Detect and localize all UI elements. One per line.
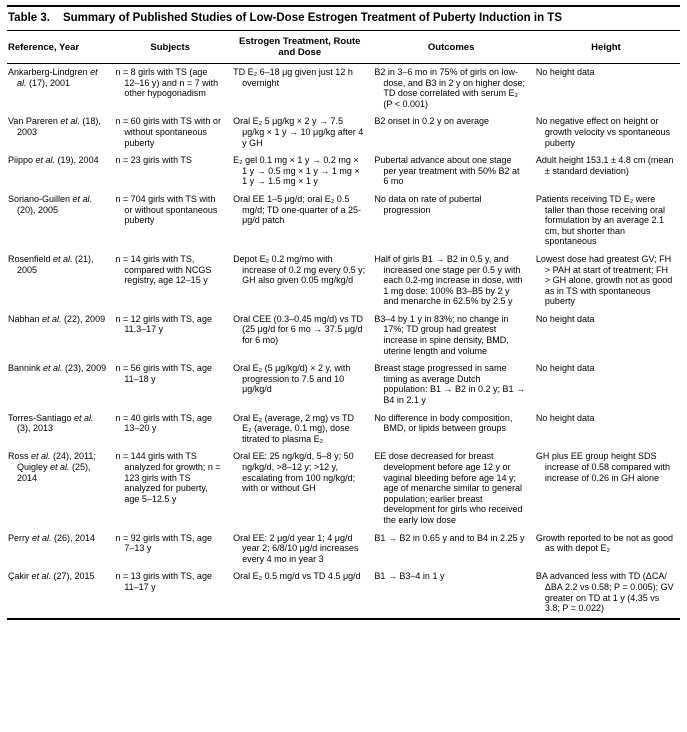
table-row: Soriano-Guillen et al. (20), 2005 n = 704… <box>7 191 680 251</box>
reference-cell: Rosenfield et al. (21), 2005 <box>8 253 94 275</box>
table-caption: Table 3. Summary of Published Studies of … <box>7 7 680 31</box>
outcomes-cell: B3–4 by 1 y in 83%; no change in 17%; TD… <box>374 313 509 356</box>
height-cell: No height data <box>535 67 595 77</box>
height-cell: No height data <box>535 363 595 374</box>
subjects-cell: n = 56 girls with TS, age 11–18 y <box>115 363 212 384</box>
subjects-cell: n = 704 girls with TS with or without sp… <box>115 193 218 226</box>
outcomes-cell: Breast stage progressed in same timing a… <box>374 363 525 406</box>
table-number: Table 3. <box>8 12 50 24</box>
column-header-reference-year: Reference, Year <box>7 31 112 64</box>
treatment-cell: Oral EE: 25 ng/kg/d, 5–8 y; 50 ng/kg/d, … <box>233 451 356 494</box>
table-row: Bannink et al. (23), 2009 n = 56 girls wi… <box>7 360 680 409</box>
table-title: Summary of Published Studies of Low-Dose… <box>62 12 562 24</box>
subjects-cell: n = 13 girls with TS, age 11–17 y <box>115 571 212 592</box>
height-cell: Growth reported to be not as good as wit… <box>535 532 674 554</box>
column-header-estrogen-treatment: Estrogen Treatment, Route and Dose <box>229 31 371 64</box>
treatment-cell: TD E₂ 6–18 μg given just 12 h overnight <box>233 67 353 88</box>
outcomes-cell: Half of girls B1 → B2 in 0.5 y, and incr… <box>374 253 523 307</box>
table-body: Ankarberg-Lindgren et al. (17), 2001 n = … <box>7 64 680 618</box>
reference-cell: Çakir et al. (27), 2015 <box>8 571 95 582</box>
subjects-cell: n = 60 girls with TS with or without spo… <box>115 116 221 148</box>
subjects-cell: n = 92 girls with TS, age 7–13 y <box>115 532 212 554</box>
column-header-subjects: Subjects <box>111 31 230 64</box>
outcomes-cell: B1 → B3–4 in 1 y <box>374 571 445 582</box>
table-row: Nabhan et al. (22), 2009 n = 12 girls wit… <box>7 311 680 360</box>
reference-cell: Piippo et al. (19), 2004 <box>8 155 99 166</box>
treatment-cell: Oral CEE (0.3–0.45 mg/d) vs TD (25 μg/d … <box>233 313 363 346</box>
outcomes-cell: B2 onset in 0.2 y on average <box>374 116 489 127</box>
studies-table: Reference, Year Subjects Estrogen Treatm… <box>7 31 680 618</box>
subjects-cell: n = 40 girls with TS, age 13–20 y <box>115 412 212 434</box>
height-cell: Adult height 153.1 ± 4.8 cm (mean ± stan… <box>535 155 674 176</box>
table-row: Piippo et al. (19), 2004 n = 23 girls wit… <box>7 152 680 191</box>
outcomes-cell: No data on rate of pubertal progression <box>374 193 482 215</box>
table-row: Torres-Santiago et al. (3), 2013 n = 40 g… <box>7 410 680 449</box>
table-row: Perry et al. (26), 2014 n = 92 girls with… <box>7 530 680 569</box>
outcomes-cell: B1 → B2 in 0.65 y and to B4 in 2.25 y <box>374 532 525 543</box>
reference-cell: Perry et al. (26), 2014 <box>8 532 96 543</box>
column-header-outcomes: Outcomes <box>370 31 532 64</box>
reference-cell: Torres-Santiago et al. (3), 2013 <box>8 412 94 434</box>
subjects-cell: n = 14 girls with TS, compared with NCGS… <box>115 253 212 286</box>
treatment-cell: E₂ gel 0.1 mg × 1 y → 0.2 mg × 1 y → 0.5… <box>233 155 360 187</box>
height-cell: No negative effect on height or growth v… <box>535 116 670 148</box>
treatment-cell: Oral E₂ 0.5 mg/d vs TD 4.5 μg/d <box>233 571 361 582</box>
treatment-cell: Depot E₂ 0.2 mg/mo with increase of 0.2 … <box>233 253 366 286</box>
subjects-cell: n = 8 girls with TS (age 12–16 y) and n … <box>115 67 219 99</box>
table-row: Ross et al. (24), 2011; Quigley et al. (… <box>7 448 680 529</box>
reference-cell: Bannink et al. (23), 2009 <box>8 363 107 374</box>
treatment-cell: Oral E₂ (average, 2 mg) vs TD E₂ (averag… <box>233 412 354 444</box>
table-row: Van Pareren et al. (18), 2003 n = 60 girl… <box>7 113 680 152</box>
outcomes-cell: Pubertal advance about one stage per yea… <box>374 155 520 187</box>
outcomes-cell: B2 in 3–6 mo in 75% of girls on low-dose… <box>374 67 526 109</box>
outcomes-cell: No difference in body composition, BMD, … <box>374 412 513 434</box>
subjects-cell: n = 23 girls with TS <box>115 155 192 166</box>
header-row: Reference, Year Subjects Estrogen Treatm… <box>7 31 680 64</box>
reference-cell: Ankarberg-Lindgren et al. (17), 2001 <box>8 67 98 88</box>
outcomes-cell: EE dose decreased for breast development… <box>374 451 523 525</box>
treatment-cell: Oral EE 1–5 μg/d; oral E₂ 0.5 mg/d; TD o… <box>233 193 361 226</box>
table-row: Rosenfield et al. (21), 2005 n = 14 girls… <box>7 251 680 311</box>
treatment-cell: Oral E₂ (5 μg/kg/d) × 2 y, with progress… <box>233 363 351 395</box>
height-cell: GH plus EE group height SDS increase of … <box>535 451 670 483</box>
reference-cell: Van Pareren et al. (18), 2003 <box>8 116 101 137</box>
height-cell: BA advanced less with TD (ΔCA/ΔBA 2.2 vs… <box>535 571 674 614</box>
treatment-cell: Oral E₂ 5 μg/kg × 2 y → 7.5 μg/kg × 1 y … <box>233 116 364 148</box>
reference-cell: Nabhan et al. (22), 2009 <box>8 313 106 324</box>
table-row: Çakir et al. (27), 2015 n = 13 girls with… <box>7 568 680 617</box>
table-row: Ankarberg-Lindgren et al. (17), 2001 n = … <box>7 64 680 114</box>
height-cell: Patients receiving TD E₂ were taller tha… <box>535 193 665 247</box>
summary-table: Table 3. Summary of Published Studies of … <box>7 5 680 620</box>
height-cell: No height data <box>535 313 595 324</box>
column-header-height: Height <box>531 31 680 64</box>
treatment-cell: Oral EE: 2 μg/d year 1; 4 μg/d year 2; 6… <box>233 532 359 564</box>
height-cell: No height data <box>535 412 595 423</box>
reference-cell: Ross et al. (24), 2011; Quigley et al. (… <box>8 451 96 483</box>
height-cell: Lowest dose had greatest GV; FH > PAH at… <box>535 253 673 307</box>
reference-cell: Soriano-Guillen et al. (20), 2005 <box>8 193 93 215</box>
subjects-cell: n = 144 girls with TS analyzed for growt… <box>115 451 221 504</box>
subjects-cell: n = 12 girls with TS, age 11.3–17 y <box>115 313 212 335</box>
